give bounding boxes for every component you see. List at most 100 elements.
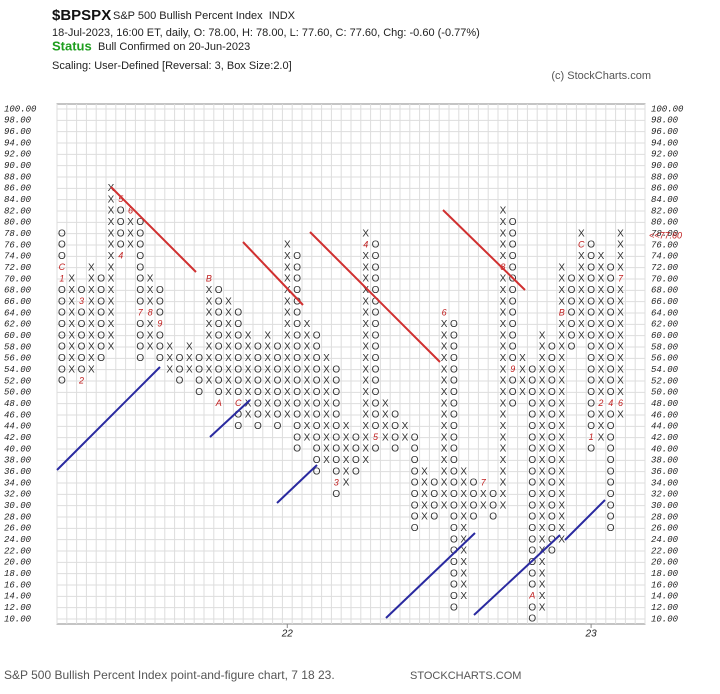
o-box: O [607, 330, 615, 341]
o-box: O [548, 421, 556, 432]
x-box: X [558, 364, 565, 375]
status: Bull Confirmed on 20-Jun-2023 [98, 41, 250, 53]
o-box: O [450, 421, 458, 432]
x-box: X [460, 534, 467, 545]
o-box: O [58, 342, 66, 353]
x-box: X [108, 319, 115, 330]
o-box: O [450, 353, 458, 364]
x-box: X [558, 489, 565, 500]
x-box: X [500, 228, 507, 239]
o-box: O [195, 376, 203, 387]
x-box: X [284, 251, 291, 262]
x-box: X [206, 353, 213, 364]
o-box: O [215, 330, 223, 341]
x-box: X [539, 478, 546, 489]
x-box: X [362, 398, 369, 409]
o-box: O [293, 353, 301, 364]
o-box: O [293, 376, 301, 387]
x-box: X [68, 353, 75, 364]
x-box: X [558, 500, 565, 511]
o-box: O [215, 376, 223, 387]
x-box: X [460, 478, 467, 489]
o-box: O [293, 364, 301, 375]
y-tick-label-right: 76.00 [651, 240, 679, 250]
x-box: X [617, 308, 624, 319]
x-box: X [264, 353, 271, 364]
o-box: O [254, 342, 262, 353]
x-box: X [460, 568, 467, 579]
o-box: O [470, 478, 478, 489]
x-box: X [284, 353, 291, 364]
x-box: X [166, 342, 173, 353]
y-tick-label: 28.00 [4, 512, 32, 522]
o-box: O [97, 274, 105, 285]
o-box: O [352, 444, 360, 455]
o-box: O [568, 285, 576, 296]
x-box: X [225, 319, 232, 330]
x-box: X [558, 398, 565, 409]
y-tick-label-right: 28.00 [651, 512, 679, 522]
x-box: X [108, 308, 115, 319]
x-box: X [500, 376, 507, 387]
o-box: O [58, 330, 66, 341]
o-box: O [587, 274, 595, 285]
x-box: X [480, 489, 487, 500]
o-box: O [58, 296, 66, 307]
pf-column: XXXXXXXXXXXXXXXXXXXXXXXXX [539, 330, 546, 613]
o-box: O [509, 251, 517, 262]
y-tick-label: 60.00 [4, 331, 32, 341]
x-box: X [382, 421, 389, 432]
o-box: O [587, 398, 595, 409]
o-box: O [313, 421, 321, 432]
o-box: O [548, 546, 556, 557]
o-box: O [372, 376, 380, 387]
o-box: O [372, 410, 380, 421]
scaling: Scaling: User-Defined [Reversal: 3, Box … [52, 60, 292, 72]
o-box: O [372, 308, 380, 319]
month-marker: 8 [148, 307, 153, 317]
o-box: O [528, 364, 536, 375]
x-box: X [460, 523, 467, 534]
y-tick-label: 48.00 [4, 399, 32, 409]
o-box: O [136, 262, 144, 273]
o-box: O [58, 228, 66, 239]
o-box: O [607, 353, 615, 364]
x-box: X [323, 455, 330, 466]
o-box: O [450, 568, 458, 579]
month-marker: C [59, 262, 66, 272]
x-box: X [206, 364, 213, 375]
y-tick-label-right: 10.00 [651, 614, 679, 624]
x-box: X [500, 319, 507, 330]
o-box: O [450, 602, 458, 613]
x-box: X [558, 319, 565, 330]
x-box: X [617, 251, 624, 262]
x-box: X [88, 342, 95, 353]
pf-column: XX [402, 421, 409, 443]
o-box: O [156, 285, 164, 296]
x-box: X [343, 478, 350, 489]
x-box: X [225, 376, 232, 387]
o-box: O [156, 353, 164, 364]
o-box: O [607, 466, 615, 477]
o-box: O [450, 330, 458, 341]
o-box: O [548, 410, 556, 421]
x-box: X [558, 376, 565, 387]
x-box: X [558, 534, 565, 545]
o-box: O [450, 557, 458, 568]
o-box: O [528, 602, 536, 613]
o-box: O [372, 353, 380, 364]
y-tick-label: 58.00 [4, 342, 32, 352]
x-box: X [206, 330, 213, 341]
x-box: X [166, 364, 173, 375]
